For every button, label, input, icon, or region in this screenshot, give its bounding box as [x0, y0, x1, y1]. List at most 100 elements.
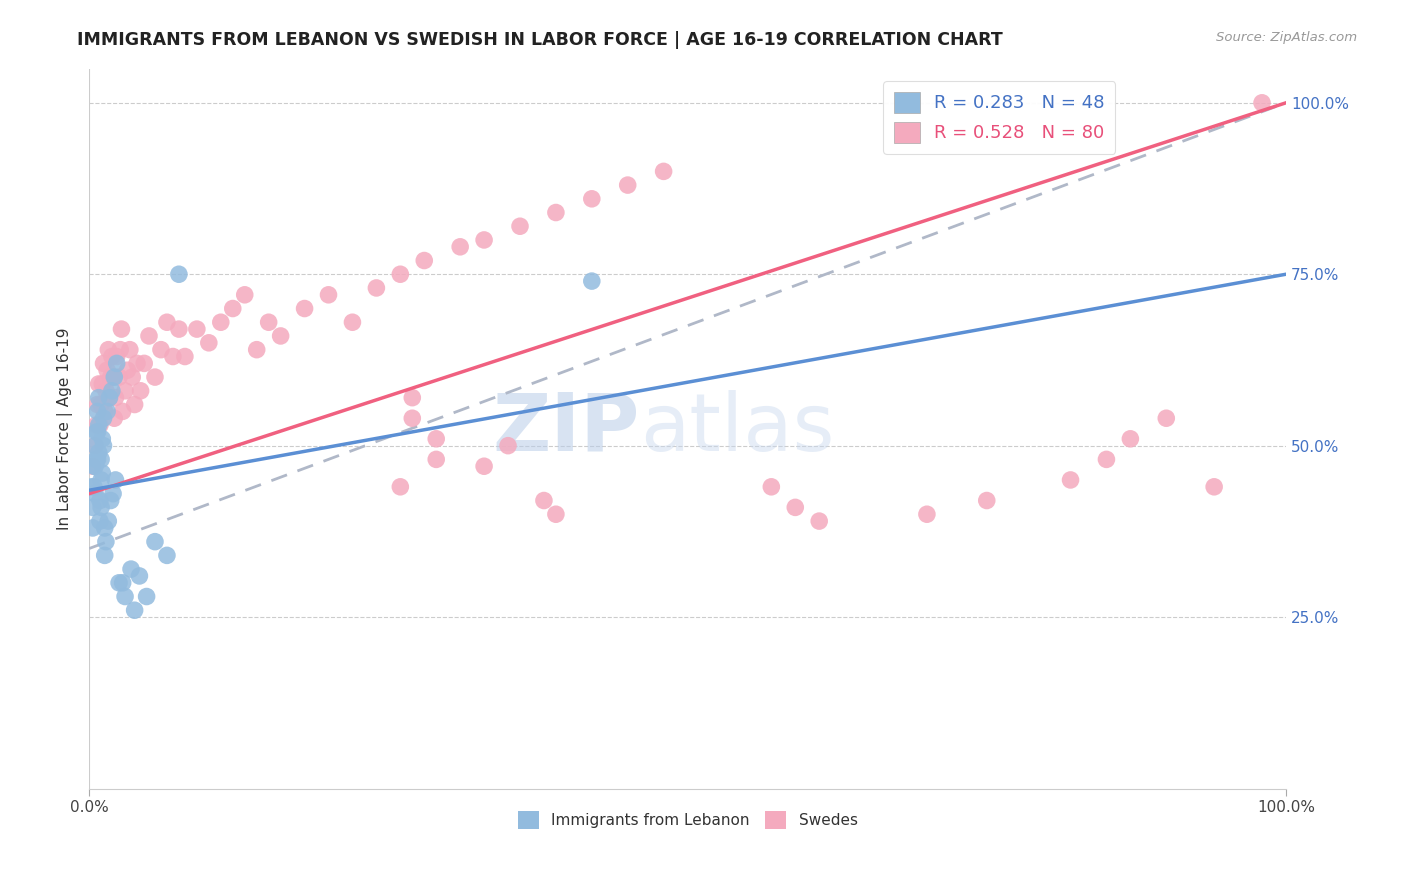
Point: [124, 603, 146, 617]
Point: [108, 575, 131, 590]
Point: [98, 391, 121, 405]
Point: [143, 534, 166, 549]
Point: [257, 315, 280, 329]
Point: [105, 356, 128, 370]
Point: [616, 178, 638, 193]
Point: [82, 500, 104, 515]
Point: [83, 459, 105, 474]
Point: [114, 384, 136, 398]
Point: [976, 493, 998, 508]
Point: [785, 500, 807, 515]
Point: [366, 281, 388, 295]
Point: [89, 493, 111, 508]
Point: [118, 343, 141, 357]
Point: [120, 562, 142, 576]
Point: [91, 432, 114, 446]
Point: [233, 288, 256, 302]
Point: [425, 452, 447, 467]
Point: [83, 480, 105, 494]
Point: [103, 411, 125, 425]
Point: [97, 343, 120, 357]
Point: [111, 575, 134, 590]
Point: [82, 521, 104, 535]
Point: [1156, 411, 1178, 425]
Point: [90, 398, 112, 412]
Point: [413, 253, 436, 268]
Point: [472, 233, 495, 247]
Point: [209, 315, 232, 329]
Point: [86, 425, 108, 439]
Point: [100, 493, 122, 508]
Point: [90, 500, 112, 515]
Point: [90, 452, 112, 467]
Point: [270, 329, 292, 343]
Point: [84, 439, 107, 453]
Point: [129, 384, 152, 398]
Point: [425, 432, 447, 446]
Point: [82, 459, 104, 474]
Point: [124, 398, 146, 412]
Point: [915, 507, 938, 521]
Point: [318, 288, 340, 302]
Point: [114, 590, 136, 604]
Point: [90, 473, 112, 487]
Point: [84, 439, 107, 453]
Point: [143, 370, 166, 384]
Point: [1204, 480, 1226, 494]
Point: [389, 267, 412, 281]
Point: [246, 343, 269, 357]
Point: [87, 418, 110, 433]
Point: [198, 335, 221, 350]
Point: [93, 356, 115, 370]
Y-axis label: In Labor Force | Age 16-19: In Labor Force | Age 16-19: [58, 327, 73, 530]
Point: [94, 534, 117, 549]
Legend: Immigrants from Lebanon, Swedes: Immigrants from Lebanon, Swedes: [512, 805, 863, 835]
Point: [167, 322, 190, 336]
Text: atlas: atlas: [640, 390, 834, 467]
Point: [135, 590, 157, 604]
Point: [104, 473, 127, 487]
Point: [509, 219, 531, 234]
Point: [86, 418, 108, 433]
Point: [86, 452, 108, 467]
Point: [87, 445, 110, 459]
Point: [401, 411, 423, 425]
Point: [89, 514, 111, 528]
Point: [581, 192, 603, 206]
Point: [100, 370, 122, 384]
Point: [105, 350, 128, 364]
Point: [544, 507, 567, 521]
Point: [101, 486, 124, 500]
Point: [93, 549, 115, 563]
Point: [138, 329, 160, 343]
Point: [86, 425, 108, 439]
Point: [96, 363, 118, 377]
Point: [87, 391, 110, 405]
Point: [108, 370, 131, 384]
Point: [128, 569, 150, 583]
Point: [533, 493, 555, 508]
Point: [761, 480, 783, 494]
Point: [80, 480, 103, 494]
Point: [149, 343, 172, 357]
Point: [91, 466, 114, 480]
Point: [87, 376, 110, 391]
Point: [652, 164, 675, 178]
Point: [97, 514, 120, 528]
Point: [294, 301, 316, 316]
Point: [496, 439, 519, 453]
Point: [472, 459, 495, 474]
Point: [167, 267, 190, 281]
Point: [104, 391, 127, 405]
Text: ZIP: ZIP: [492, 390, 640, 467]
Point: [1059, 473, 1081, 487]
Point: [449, 240, 471, 254]
Point: [98, 391, 121, 405]
Point: [222, 301, 245, 316]
Point: [91, 376, 114, 391]
Point: [162, 350, 184, 364]
Point: [93, 404, 115, 418]
Point: [156, 549, 179, 563]
Point: [96, 404, 118, 418]
Point: [1251, 95, 1274, 110]
